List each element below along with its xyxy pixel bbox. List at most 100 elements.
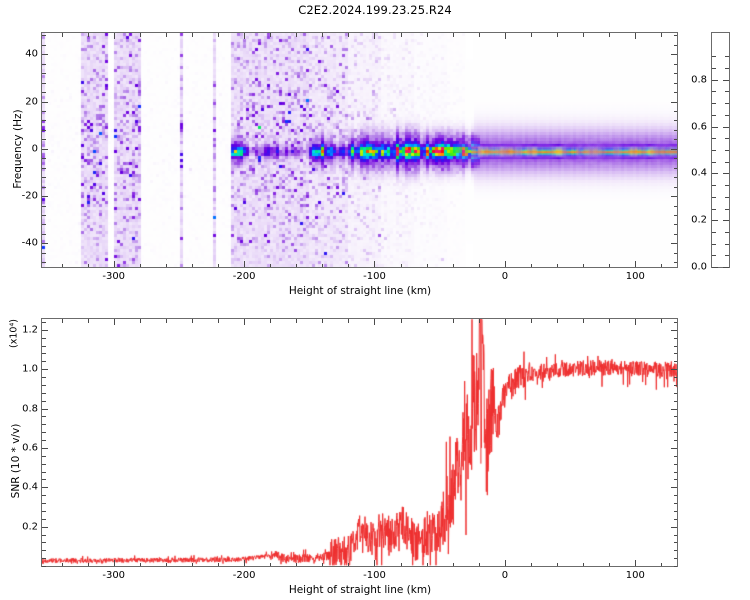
- colorbar: [711, 32, 730, 268]
- x-minor-tick: [166, 319, 167, 323]
- y-minor-tick: [673, 139, 677, 140]
- x-minor-tick: [218, 33, 219, 37]
- y-minor-tick: [673, 130, 677, 131]
- y-minor-tick: [673, 472, 677, 473]
- colorbar-minor-tick: [725, 255, 729, 256]
- y-minor-tick: [673, 416, 677, 417]
- y-minor-tick: [42, 511, 46, 512]
- spectrogram-y-axis-label: Frequency (Hz): [12, 109, 24, 189]
- x-minor-tick: [557, 562, 558, 566]
- y-minor-tick: [42, 168, 46, 169]
- y-major-tick: [42, 527, 48, 528]
- y-minor-tick: [673, 464, 677, 465]
- y-minor-tick: [42, 64, 46, 65]
- x-minor-tick: [453, 319, 454, 323]
- y-major-tick: [42, 369, 48, 370]
- x-minor-tick: [192, 263, 193, 267]
- x-minor-tick: [218, 319, 219, 323]
- x-tick-label: -100: [363, 271, 386, 282]
- colorbar-minor-tick: [712, 103, 716, 104]
- y-minor-tick: [673, 511, 677, 512]
- y-minor-tick: [673, 479, 677, 480]
- y-tick-label: 1.2: [22, 324, 38, 336]
- x-minor-tick: [401, 319, 402, 323]
- y-minor-tick: [42, 353, 46, 354]
- y-minor-tick: [673, 353, 677, 354]
- x-tick-label: -300: [102, 570, 126, 581]
- y-minor-tick: [42, 322, 46, 323]
- x-minor-tick: [62, 319, 63, 323]
- x-minor-tick: [296, 319, 297, 323]
- y-minor-tick: [673, 519, 677, 520]
- x-minor-tick: [609, 319, 610, 323]
- y-minor-tick: [673, 45, 677, 46]
- x-minor-tick: [531, 319, 532, 323]
- colorbar-minor-tick: [712, 209, 716, 210]
- y-tick-label: 0.8: [22, 403, 38, 415]
- colorbar-gradient: [712, 33, 729, 267]
- x-major-tick: [244, 261, 245, 267]
- colorbar-minor-tick: [712, 197, 716, 198]
- x-minor-tick: [218, 562, 219, 566]
- colorbar-minor-tick: [712, 244, 716, 245]
- x-major-tick: [635, 319, 636, 325]
- x-minor-tick: [270, 319, 271, 323]
- x-minor-tick: [192, 33, 193, 37]
- y-minor-tick: [673, 495, 677, 496]
- y-minor-tick: [42, 401, 46, 402]
- x-minor-tick: [62, 263, 63, 267]
- x-minor-tick: [453, 263, 454, 267]
- x-minor-tick: [88, 319, 89, 323]
- y-minor-tick: [42, 35, 46, 36]
- x-minor-tick: [557, 319, 558, 323]
- y-major-tick: [42, 54, 48, 55]
- snr-plot-area: [41, 318, 678, 567]
- y-minor-tick: [42, 158, 46, 159]
- y-minor-tick: [673, 111, 677, 112]
- x-minor-tick: [296, 33, 297, 37]
- x-minor-tick: [322, 319, 323, 323]
- y-minor-tick: [42, 45, 46, 46]
- x-major-tick: [374, 319, 375, 325]
- y-major-tick: [42, 102, 48, 103]
- x-minor-tick: [583, 562, 584, 566]
- y-minor-tick: [673, 456, 677, 457]
- y-minor-tick: [42, 346, 46, 347]
- y-minor-tick: [673, 393, 677, 394]
- y-minor-tick: [673, 73, 677, 74]
- x-major-tick: [505, 261, 506, 267]
- x-minor-tick: [453, 33, 454, 37]
- x-minor-tick: [531, 263, 532, 267]
- colorbar-tick-label: 0.2: [691, 214, 707, 226]
- x-minor-tick: [166, 33, 167, 37]
- snr-y-axis-exponent: (x10⁴): [8, 319, 20, 348]
- x-minor-tick: [427, 319, 428, 323]
- x-major-tick: [374, 560, 375, 566]
- x-major-tick: [114, 319, 115, 325]
- colorbar-minor-tick: [725, 197, 729, 198]
- y-minor-tick: [42, 361, 46, 362]
- colorbar-minor-tick: [725, 232, 729, 233]
- y-major-tick: [671, 54, 677, 55]
- x-minor-tick: [661, 319, 662, 323]
- y-minor-tick: [673, 322, 677, 323]
- y-minor-tick: [673, 550, 677, 551]
- x-minor-tick: [583, 319, 584, 323]
- x-minor-tick: [348, 319, 349, 323]
- x-minor-tick: [140, 562, 141, 566]
- x-minor-tick: [88, 562, 89, 566]
- x-minor-tick: [609, 33, 610, 37]
- x-minor-tick: [62, 33, 63, 37]
- y-minor-tick: [673, 253, 677, 254]
- colorbar-tick-label: 0.0: [691, 261, 707, 273]
- x-minor-tick: [661, 33, 662, 37]
- colorbar-minor-tick: [712, 255, 716, 256]
- y-major-tick: [671, 409, 677, 410]
- y-tick-label: 20: [25, 96, 38, 108]
- y-minor-tick: [673, 120, 677, 121]
- x-minor-tick: [192, 562, 193, 566]
- colorbar-major-tick: [723, 267, 729, 268]
- y-minor-tick: [42, 111, 46, 112]
- x-minor-tick: [479, 562, 480, 566]
- x-minor-tick: [62, 562, 63, 566]
